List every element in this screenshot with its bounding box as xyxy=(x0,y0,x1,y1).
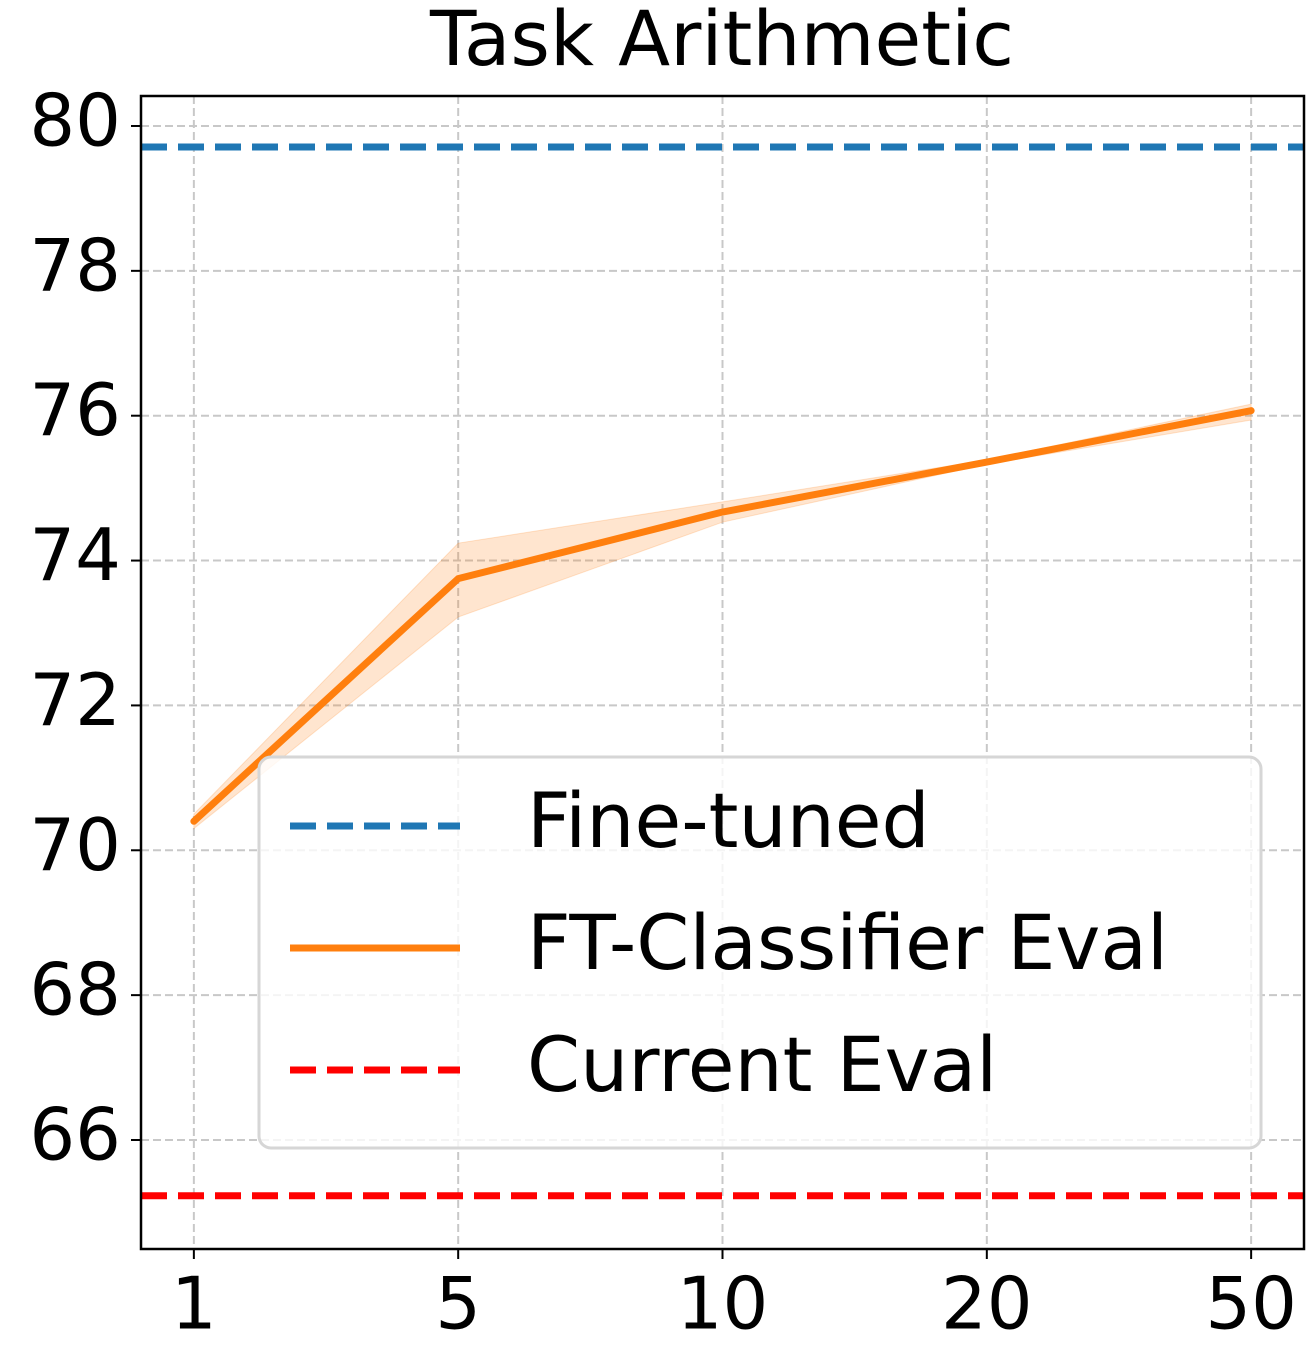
y-tick-label: 70 xyxy=(29,803,121,887)
x-tick-label: 50 xyxy=(1205,1262,1297,1346)
legend-label: FT-Classifier Eval xyxy=(527,898,1168,987)
plot-frame xyxy=(139,94,1306,1251)
y-tick-label: 66 xyxy=(29,1093,121,1177)
legend-label: Fine-tuned xyxy=(527,776,930,865)
data-line xyxy=(190,407,1255,825)
y-tick-label: 80 xyxy=(29,79,121,163)
y-tick-label: 74 xyxy=(29,513,121,597)
x-tick-label: 5 xyxy=(435,1262,481,1346)
legend-label: Current Eval xyxy=(527,1020,997,1109)
legend-box xyxy=(257,755,1263,1150)
chart-title: Task Arithmetic xyxy=(429,0,1014,83)
confidence-band xyxy=(193,403,1252,830)
y-tick-label: 72 xyxy=(29,658,121,742)
x-tick-label: 20 xyxy=(941,1262,1033,1346)
y-tick-label: 76 xyxy=(29,368,121,452)
y-tick-label: 68 xyxy=(29,948,121,1032)
x-tick-label: 10 xyxy=(677,1262,769,1346)
y-tick-label: 78 xyxy=(29,223,121,307)
x-tick-label: 1 xyxy=(171,1262,217,1346)
